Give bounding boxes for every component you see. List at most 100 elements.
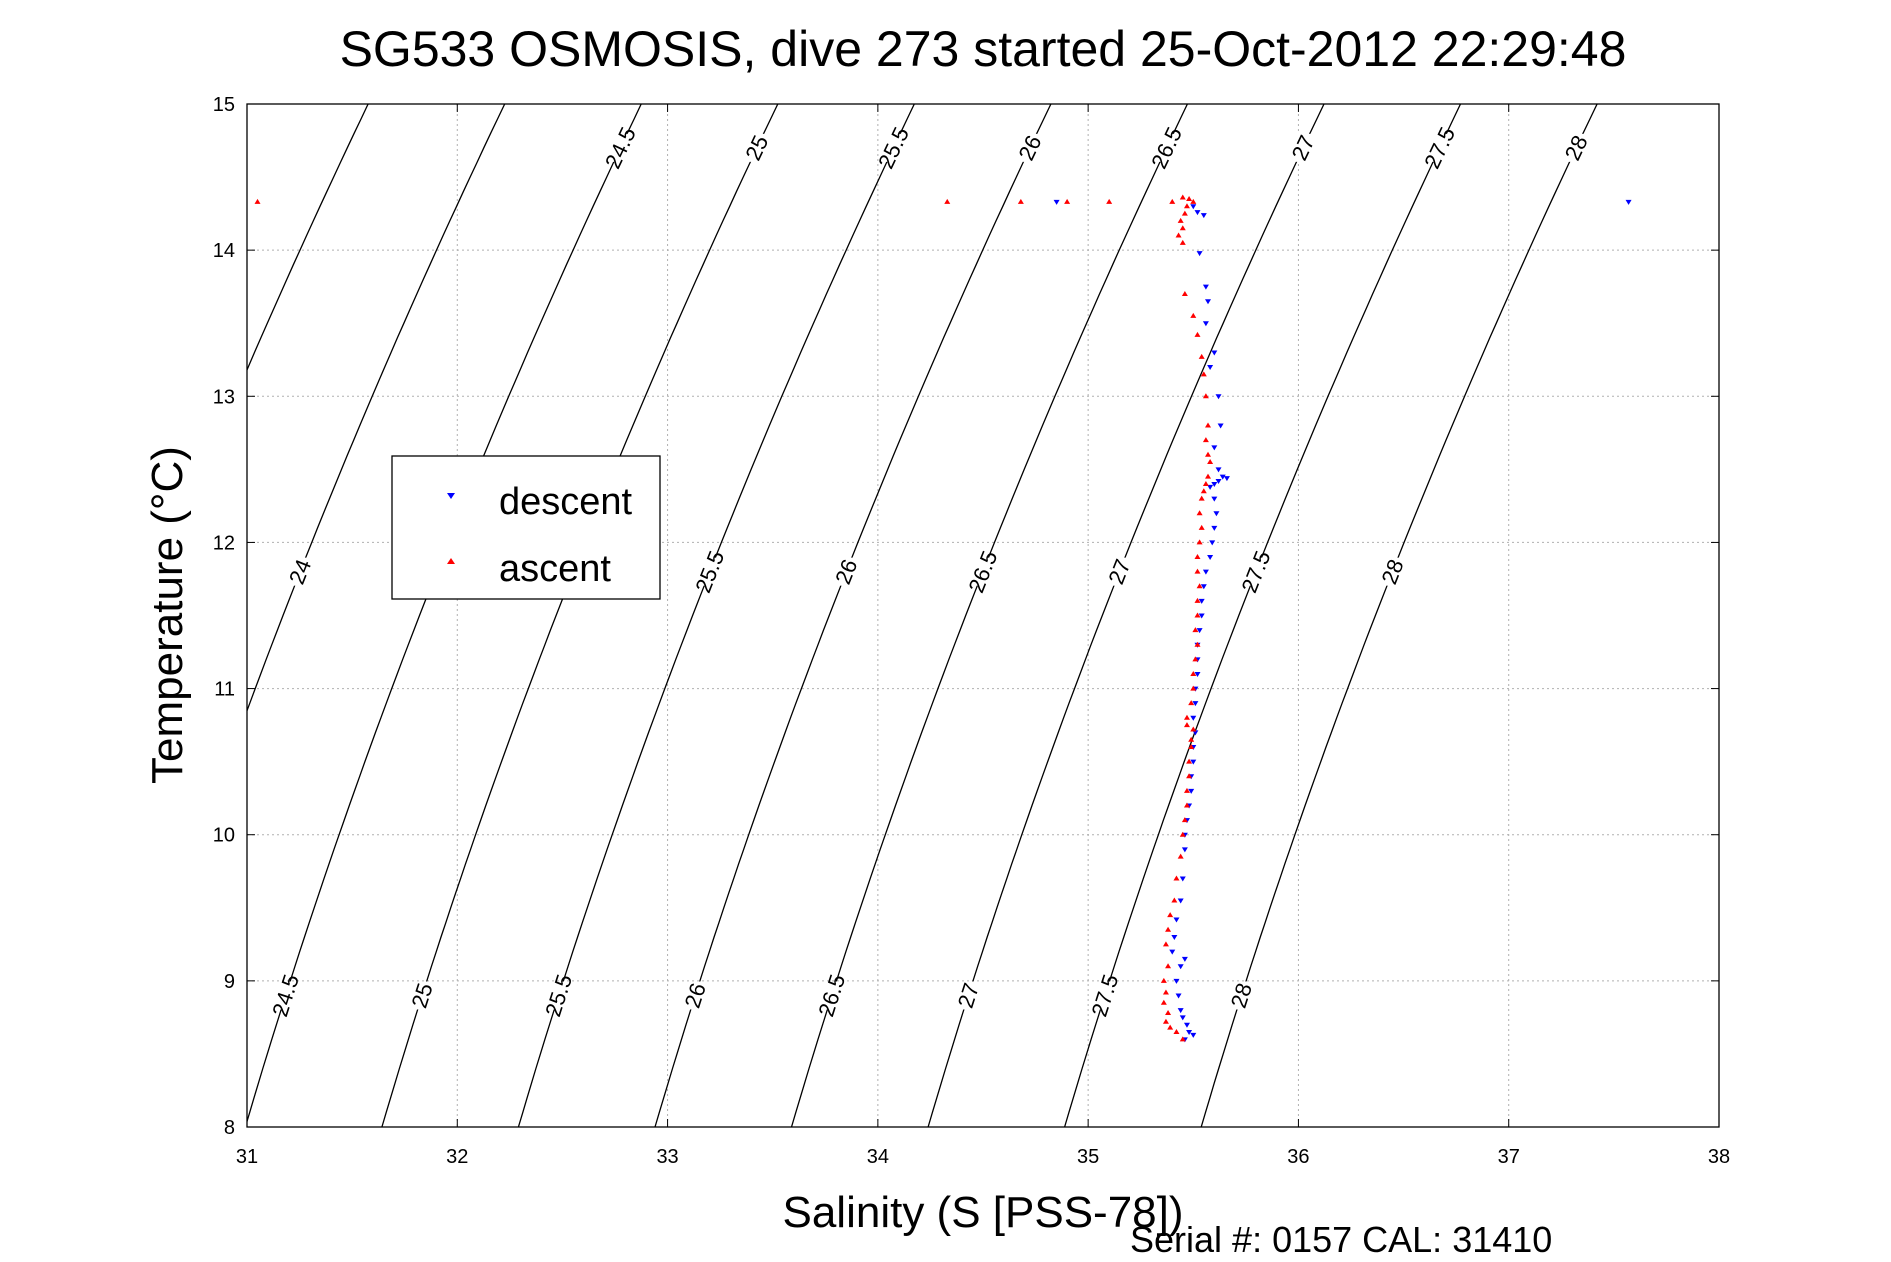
ascent-point bbox=[1192, 656, 1199, 662]
contour-label-backdrop bbox=[408, 981, 437, 1010]
descent-point bbox=[1205, 299, 1212, 305]
x-tick-label: 38 bbox=[1708, 1146, 1730, 1168]
ascent-point bbox=[1202, 437, 1209, 443]
ascent-point bbox=[1196, 510, 1203, 516]
descent-point bbox=[1207, 484, 1214, 490]
descent-point bbox=[1207, 365, 1214, 371]
descent-point bbox=[1190, 715, 1197, 721]
descent-point bbox=[1209, 540, 1216, 546]
x-tick-label: 33 bbox=[656, 1146, 678, 1168]
y-tick-label: 9 bbox=[224, 971, 235, 993]
ascent-point bbox=[1186, 195, 1193, 201]
ascent-point bbox=[1162, 1018, 1169, 1024]
descent-point bbox=[1211, 481, 1218, 487]
descent-point bbox=[1196, 251, 1203, 257]
contour-label-backdrop bbox=[1289, 133, 1318, 162]
descent-point bbox=[1190, 204, 1197, 210]
descent-point bbox=[1215, 479, 1222, 485]
ascent-point bbox=[1186, 758, 1193, 764]
descent-point bbox=[1177, 964, 1184, 970]
descent-point bbox=[1200, 213, 1207, 219]
descent-point bbox=[1173, 978, 1180, 984]
ascent-point bbox=[1188, 744, 1195, 750]
legend: descent ascent bbox=[391, 455, 661, 600]
descent-point bbox=[1202, 569, 1209, 575]
legend-ascent-label: ascent bbox=[499, 548, 611, 590]
contour-label-backdrop bbox=[1562, 133, 1591, 162]
ascent-point bbox=[1167, 1024, 1174, 1030]
descent-point bbox=[1211, 350, 1218, 356]
ascent-point bbox=[1179, 239, 1186, 245]
legend-box bbox=[391, 455, 661, 600]
ascent-point bbox=[1194, 597, 1201, 603]
contour-label-backdrop bbox=[954, 981, 983, 1010]
ascent-point bbox=[1200, 371, 1207, 377]
descent-point bbox=[1223, 476, 1230, 482]
ascent-point bbox=[1165, 1010, 1172, 1016]
descent-point bbox=[1179, 1015, 1186, 1021]
ascent-point bbox=[1181, 210, 1188, 216]
x-axis-label: Salinity (S [PSS-78]) bbox=[782, 1188, 1183, 1237]
descent-point bbox=[1215, 467, 1222, 473]
ascent-point bbox=[1198, 524, 1205, 530]
descent-point bbox=[1177, 898, 1184, 904]
x-tick-label: 32 bbox=[446, 1146, 468, 1168]
contour-label-backdrop bbox=[271, 981, 300, 1010]
ascent-point bbox=[1194, 641, 1201, 647]
ascent-point bbox=[1160, 999, 1167, 1005]
contour-label-backdrop bbox=[832, 557, 861, 586]
ascent-point bbox=[1188, 700, 1195, 706]
ascent-point bbox=[1181, 817, 1188, 823]
ascent-point bbox=[1202, 480, 1209, 486]
descent-point bbox=[1207, 555, 1214, 561]
ascent-point bbox=[1194, 331, 1201, 337]
descent-point bbox=[1181, 956, 1188, 962]
contour-label-backdrop bbox=[1241, 557, 1270, 586]
y-tick-label: 11 bbox=[214, 679, 235, 701]
descent-point bbox=[1202, 321, 1209, 327]
contour-label-backdrop bbox=[742, 133, 771, 162]
ascent-point bbox=[1162, 941, 1169, 947]
ascent-point bbox=[1194, 612, 1201, 618]
legend-descent-marker bbox=[447, 493, 455, 499]
contour-label-backdrop bbox=[681, 981, 710, 1010]
ascent-point bbox=[1198, 495, 1205, 501]
descent-point bbox=[1177, 1008, 1184, 1014]
x-tick-label: 37 bbox=[1498, 1146, 1520, 1168]
ascent-point bbox=[1179, 1036, 1186, 1042]
contour-label-backdrop bbox=[1227, 981, 1256, 1010]
y-tick-label: 12 bbox=[213, 532, 235, 554]
contour-label-backdrop bbox=[695, 557, 724, 586]
contour-label-backdrop bbox=[879, 133, 908, 162]
descent-point bbox=[1181, 847, 1188, 853]
ascent-point bbox=[1192, 627, 1199, 633]
ascent-point bbox=[1183, 802, 1190, 808]
ascent-point bbox=[1198, 353, 1205, 359]
ascent-point bbox=[1190, 198, 1197, 204]
y-tick-label: 8 bbox=[224, 1117, 235, 1139]
ascent-point bbox=[1181, 290, 1188, 296]
descent-point bbox=[1211, 496, 1218, 502]
descent-point bbox=[1192, 701, 1199, 707]
density-contour-line bbox=[247, 104, 369, 372]
descent-point bbox=[1175, 993, 1182, 999]
y-tick-label: 15 bbox=[213, 94, 235, 116]
chart-title: SG533 OSMOSIS, dive 273 started 25-Oct-2… bbox=[340, 21, 1627, 77]
ascent-point bbox=[1162, 989, 1169, 995]
descent-point bbox=[1196, 628, 1203, 634]
grid bbox=[247, 104, 1719, 1127]
ascent-point bbox=[1202, 393, 1209, 399]
x-tick-label: 36 bbox=[1287, 1146, 1309, 1168]
descent-point bbox=[1183, 1022, 1190, 1028]
legend-ascent-marker bbox=[447, 558, 455, 564]
contour-label-backdrop bbox=[1105, 557, 1134, 586]
contour-label-backdrop bbox=[817, 981, 846, 1010]
ascent-point bbox=[1190, 312, 1197, 318]
contour-label-backdrop bbox=[1378, 557, 1407, 586]
ascent-point bbox=[1169, 198, 1176, 204]
ascent-point bbox=[1183, 787, 1190, 793]
axis-ticks: 31 32 33 34 35 36 37 38 8 9 10 11 12 13 14 15 bbox=[213, 94, 1730, 1168]
ascent-point bbox=[1194, 568, 1201, 574]
ascent-point bbox=[1179, 225, 1186, 231]
